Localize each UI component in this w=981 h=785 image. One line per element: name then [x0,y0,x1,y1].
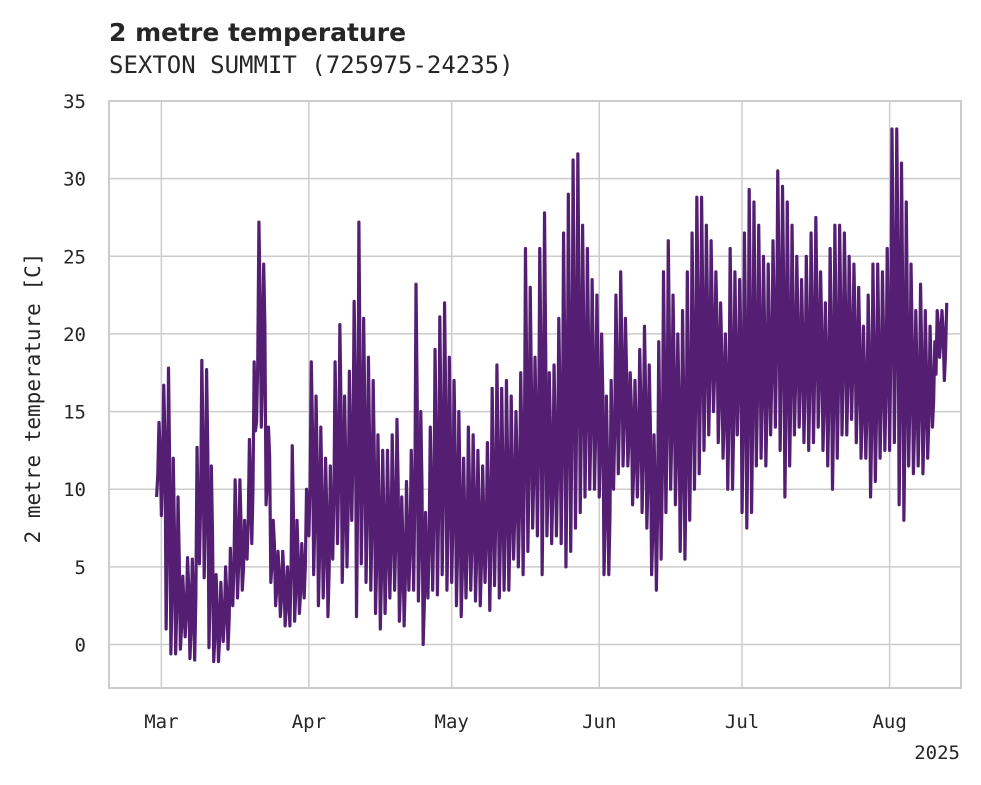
series-layer [155,127,949,664]
y-tick-label: 15 [63,402,86,424]
y-tick-label: 30 [63,169,86,191]
y-tick-label: 35 [63,91,86,113]
x-tick-label: Jun [582,711,616,733]
temperature-series-line [155,127,949,664]
chart-subtitle: SEXTON SUMMIT (725975-24235) [109,51,514,79]
x-tick-label: Apr [292,711,326,733]
chart-title: 2 metre temperature [109,18,406,47]
y-tick-label: 25 [63,246,86,268]
x-axis-ticks: Mar Apr May Jun Jul Aug [144,711,907,733]
y-tick-label: 20 [63,324,86,346]
x-tick-label: Jul [725,711,759,733]
y-axis-ticks: 0 5 10 15 20 25 30 35 [63,91,86,657]
x-tick-label: Mar [144,711,178,733]
y-tick-label: 5 [75,557,86,579]
y-tick-label: 10 [63,479,86,501]
y-tick-label: 0 [75,635,86,657]
x-tick-label: May [435,711,469,733]
y-axis-label: 2 metre temperature [C] [21,253,45,544]
x-tick-label: Aug [872,711,906,733]
plot-frame [108,100,962,689]
x-axis-year-label: 2025 [914,742,960,764]
